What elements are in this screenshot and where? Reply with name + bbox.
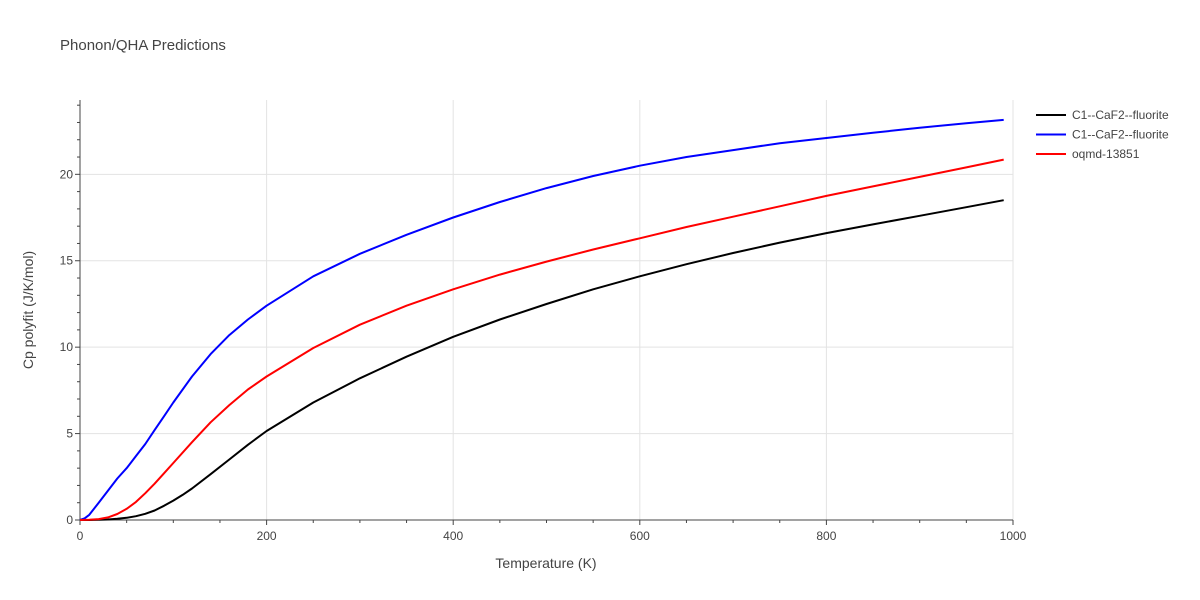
legend-item-2[interactable]: C1--CaF2--fluorite [1036,128,1169,142]
x-tick-label: 200 [257,529,277,543]
legend-item-3[interactable]: oqmd-13851 [1036,147,1140,161]
legend-label: C1--CaF2--fluorite [1072,128,1169,142]
y-tick-label: 20 [60,167,74,181]
x-tick-label: 0 [77,529,84,543]
x-tick-label: 1000 [1000,529,1027,543]
x-tick-label: 400 [443,529,463,543]
series-line-1 [80,199,1004,521]
series-line-3 [79,158,1004,521]
x-axis-title: Temperature (K) [495,555,596,571]
y-tick-label: 10 [60,340,74,354]
y-tick-label: 15 [60,254,74,268]
x-tick-label: 800 [816,529,836,543]
grid-lines [80,100,1014,520]
legend-label: oqmd-13851 [1072,147,1140,161]
y-tick-label: 0 [66,513,73,527]
chart-title: Phonon/QHA Predictions [60,37,226,54]
legend-item-1[interactable]: C1--CaF2--fluorite [1036,108,1169,122]
series-line-2 [79,118,1004,521]
series-layer [79,118,1004,521]
axes: 0 200 400 600 800 1000 0 5 10 15 20 [60,100,1027,543]
y-axis-title: Cp polyfit (J/K/mol) [20,251,36,369]
y-tick-label: 5 [66,427,73,441]
legend[interactable]: C1--CaF2--fluorite C1--CaF2--fluorite oqmd… [1036,108,1169,161]
x-tick-label: 600 [630,529,650,543]
legend-label: C1--CaF2--fluorite [1072,108,1169,122]
